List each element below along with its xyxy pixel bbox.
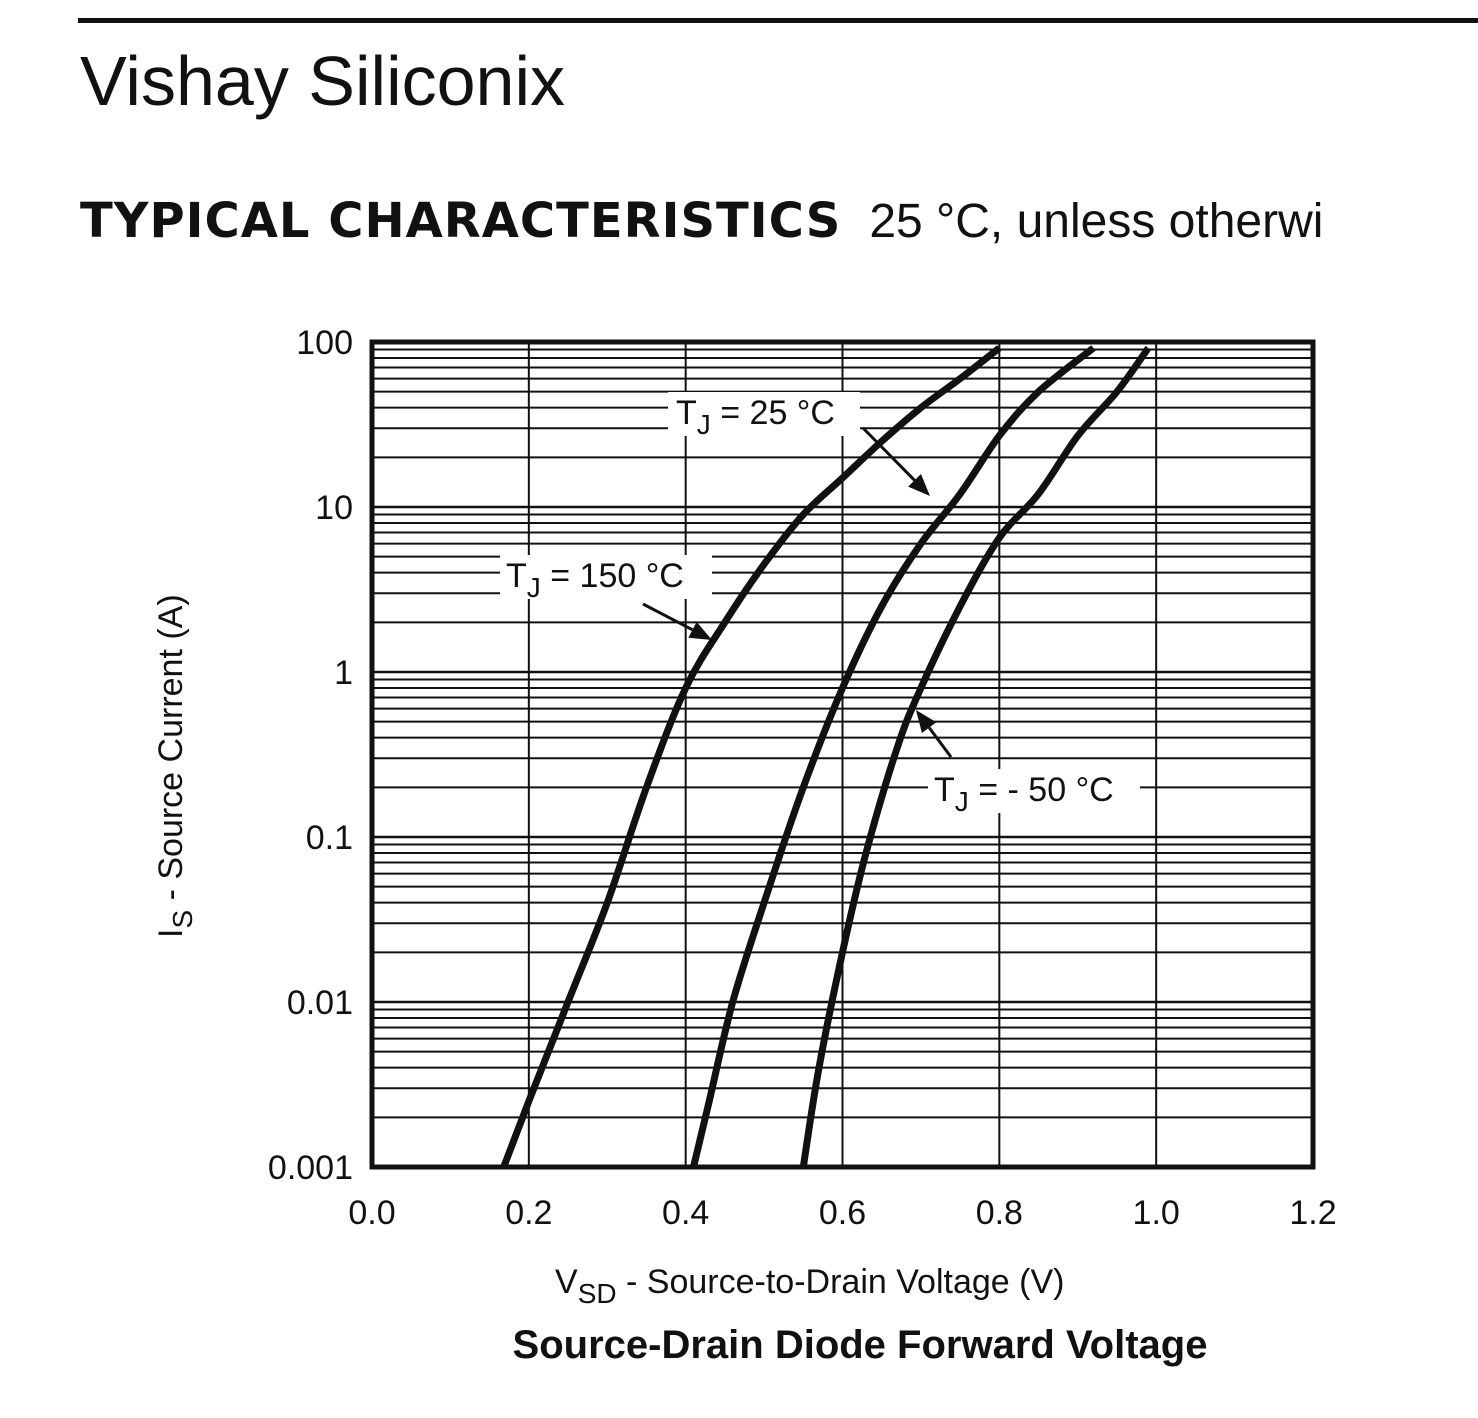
- x-axis-label: VSD - Source-to-Drain Voltage (V): [555, 1263, 1064, 1309]
- series-line-tj-25: [690, 345, 1096, 1167]
- x-tick-label: 1.0: [1133, 1194, 1180, 1232]
- y-axis-label: IS - Source Current (A): [152, 594, 198, 938]
- x-tick-label: 0.4: [662, 1194, 709, 1232]
- y-tick-label: 0.1: [306, 819, 353, 857]
- y-tick-label: 100: [296, 324, 353, 362]
- arrow-tj-150-head: [688, 621, 712, 640]
- y-tick-label: 0.001: [268, 1149, 353, 1187]
- arrow-tj-25: [861, 426, 916, 482]
- x-tick-label: 0.2: [505, 1194, 552, 1232]
- x-tick-label: 1.2: [1289, 1194, 1336, 1232]
- annotation-background: [928, 769, 1140, 813]
- company-name: Vishay Siliconix: [80, 42, 566, 120]
- plot-frame: [369, 339, 1316, 1170]
- annotation-tj-minus-50: TJ = - 50 °C: [934, 771, 1114, 817]
- series-line-tj-150: [500, 345, 1002, 1167]
- y-tick-label: 1: [334, 654, 353, 692]
- section-title: TYPICAL CHARACTERISTICS: [80, 193, 842, 249]
- top-rule: [78, 18, 1478, 23]
- annotation-tj-25: TJ = 25 °C: [676, 394, 835, 440]
- x-tick-label: 0.8: [976, 1194, 1023, 1232]
- arrow-tj-minus-50: [927, 726, 953, 758]
- arrow-tj-minus-50-head: [916, 710, 937, 734]
- section-heading: TYPICAL CHARACTERISTICS 25 °C, unless oth…: [80, 190, 1323, 264]
- annotation-background: [500, 555, 712, 599]
- chart-title: Source-Drain Diode Forward Voltage: [513, 1323, 1208, 1367]
- y-tick-label: 0.01: [287, 984, 353, 1022]
- x-tick-label: 0.6: [819, 1194, 866, 1232]
- annotation-background: [668, 392, 860, 436]
- arrow-tj-25-head: [908, 474, 930, 496]
- series-line-tj-minus-50: [799, 345, 1152, 1167]
- section-subtitle: 25 °C, unless otherwi: [869, 195, 1324, 248]
- x-tick-label: 0.0: [348, 1194, 395, 1232]
- arrow-tj-150: [642, 602, 694, 632]
- y-tick-label: 10: [315, 489, 353, 527]
- annotation-tj-150: TJ = 150 °C: [506, 557, 684, 603]
